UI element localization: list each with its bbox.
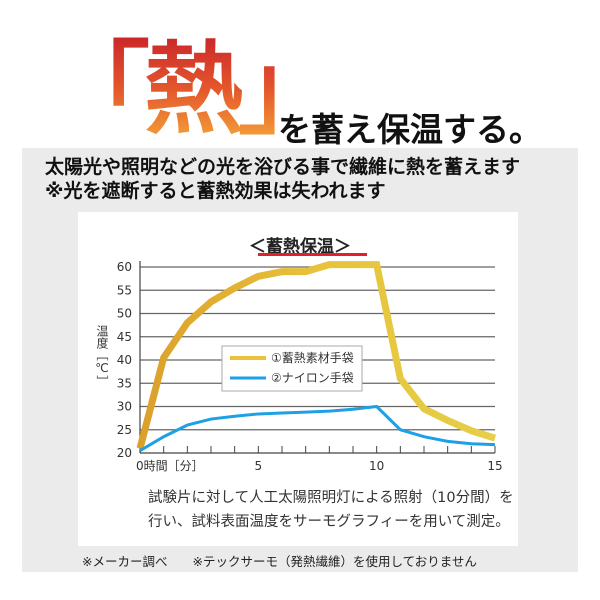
x-tick-label: 0時間［分］ [136, 459, 204, 473]
chart-title: ＜蓄熱保温＞ [249, 237, 351, 257]
hero-heading: 「熱」 [50, 31, 338, 148]
y-tick-label: 40 [117, 353, 132, 367]
series-line-2 [139, 404, 496, 452]
series-line-1 [136, 261, 497, 450]
y-tick-label: 35 [117, 376, 132, 390]
test-note-line-1: 試験片に対して人工太陽照明灯による照射（10分間）を [148, 490, 514, 506]
x-tick-label: 5 [255, 459, 263, 473]
description-line-1: 太陽光や照明などの光を浴びる事で繊維に熱を蓄えます [45, 156, 521, 178]
y-tick-label: 50 [117, 307, 132, 321]
description-line-2: ※光を遮断すると蓄熱効果は失われます [45, 180, 386, 202]
test-note: 試験片に対して人工太陽照明灯による照射（10分間）を 行い、試料表面温度をサーモ… [148, 486, 514, 534]
legend-label-1: ①蓄熱素材手袋 [271, 351, 354, 365]
y-tick-label: 55 [117, 283, 132, 297]
title-underline [258, 253, 367, 256]
y-tick-label: 60 [117, 260, 132, 274]
y-tick-label: 30 [117, 400, 132, 414]
test-note-line-2: 行い、試料表面温度をサーモグラフィーを用いて測定。 [148, 514, 510, 530]
footer-note: ※メーカー調べ ※テックサーモ（発熱繊維）を使用しておりません [82, 554, 477, 569]
y-tick-label: 25 [117, 423, 132, 437]
description: 太陽光や照明などの光を浴びる事で繊維に熱を蓄えます ※光を遮断すると蓄熱効果は失… [45, 155, 520, 203]
y-axis-label: 温度［℃］ [95, 325, 109, 387]
legend-label-2: ②ナイロン手袋 [271, 371, 354, 385]
x-tick-label: 15 [487, 459, 502, 473]
y-tick-label: 20 [117, 446, 132, 460]
x-tick-label: 10 [369, 459, 384, 473]
y-tick-label: 45 [117, 330, 132, 344]
hero-subtitle: を蓄え保温する。 [278, 110, 542, 149]
legend-box [221, 345, 363, 392]
